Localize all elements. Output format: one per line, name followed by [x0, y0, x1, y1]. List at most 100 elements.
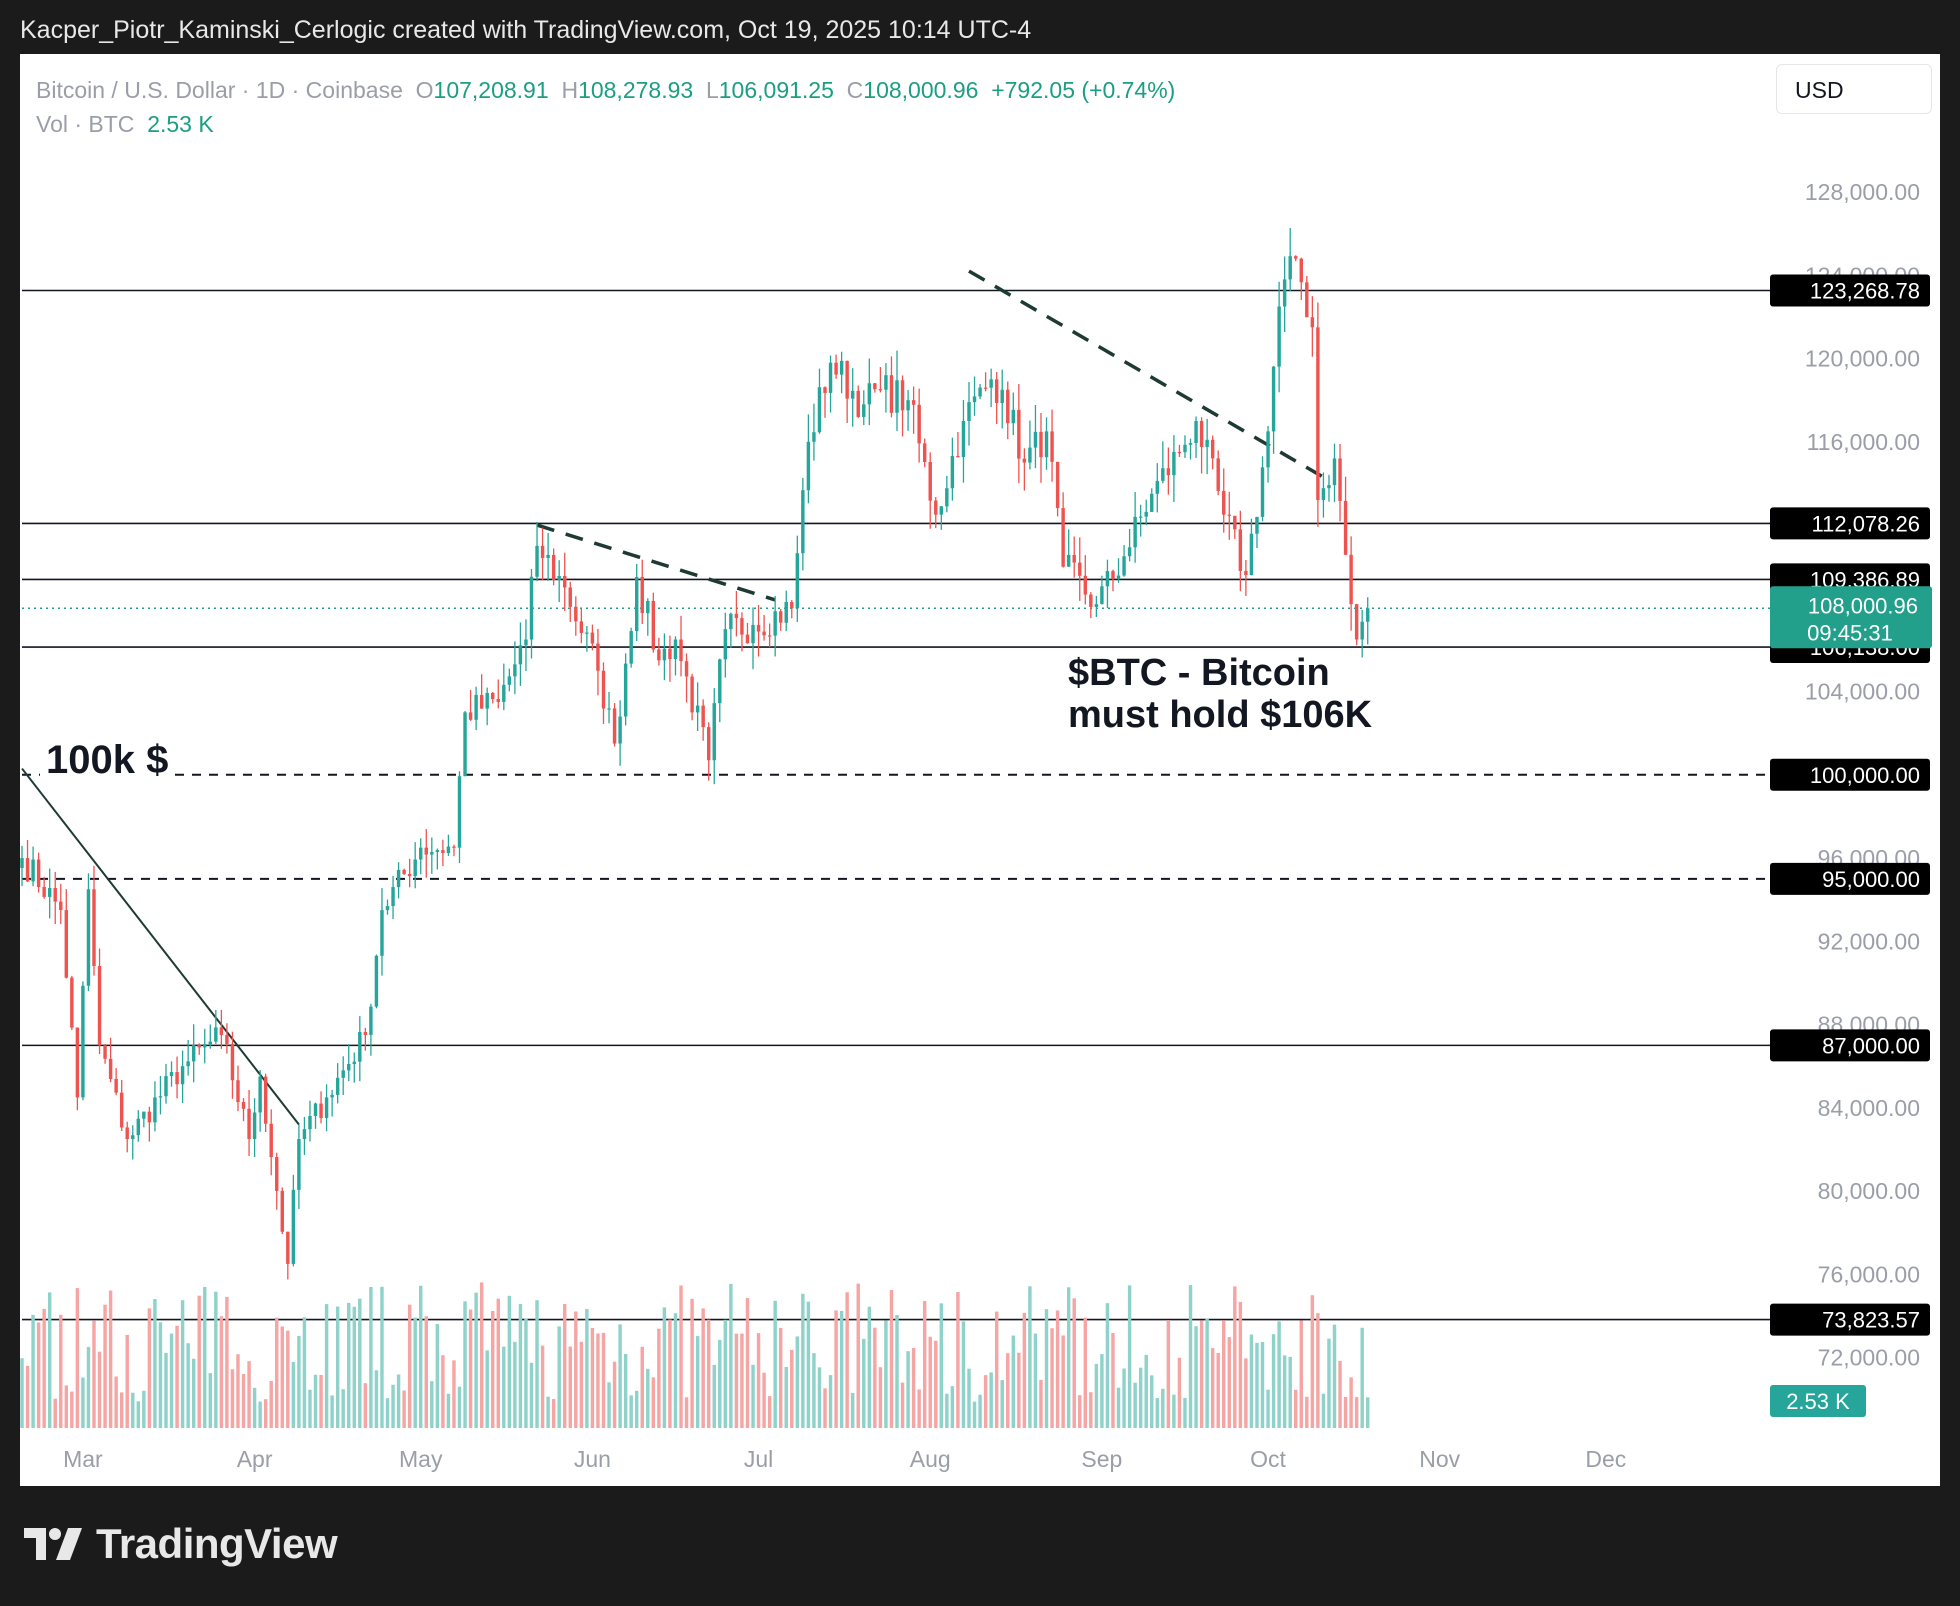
candle-body — [214, 1027, 218, 1042]
candle — [70, 975, 74, 1030]
candle — [1033, 404, 1038, 469]
candle — [1238, 510, 1243, 592]
volume-bar — [673, 1313, 678, 1428]
candle — [668, 635, 672, 682]
volume-bar — [1127, 1285, 1132, 1428]
volume-bar — [36, 1322, 41, 1428]
symbol-legend: Bitcoin / U.S. Dollar · 1D · Coinbase O1… — [36, 77, 1175, 104]
candle — [59, 883, 63, 925]
level-price-tag: 95,000.00 — [1770, 862, 1930, 895]
candle — [502, 663, 506, 711]
candle-body — [20, 858, 24, 869]
candle — [568, 581, 572, 622]
candle-body — [1028, 447, 1032, 463]
volume-bar — [640, 1346, 644, 1428]
candle-body — [673, 639, 678, 660]
candle-body — [280, 1190, 285, 1232]
volume-bar — [1044, 1309, 1049, 1428]
volume-bar — [1155, 1398, 1160, 1428]
volume-bar — [308, 1389, 312, 1428]
candle-body — [906, 400, 910, 411]
candle — [269, 1109, 273, 1176]
candle-body — [1332, 458, 1337, 486]
candle-body — [1244, 570, 1248, 575]
candle-body — [1260, 467, 1265, 517]
volume-bar — [302, 1317, 307, 1428]
candle — [313, 1102, 318, 1129]
volume-bar — [1222, 1320, 1226, 1428]
candle — [108, 1037, 113, 1083]
volume-bar — [236, 1354, 240, 1428]
volume-bar — [917, 1389, 921, 1428]
candle — [895, 350, 899, 431]
volume-bar — [1205, 1318, 1209, 1428]
candle — [673, 636, 678, 676]
candle-body — [219, 1027, 224, 1035]
candle-body — [690, 676, 694, 713]
level-tag-bg — [1770, 758, 1930, 791]
volume-bar — [313, 1374, 318, 1428]
candle-body — [64, 910, 69, 978]
volume-bar — [1083, 1317, 1088, 1428]
volume-bar — [784, 1366, 788, 1428]
volume-bar — [1288, 1356, 1292, 1428]
candle-body — [1266, 431, 1270, 468]
candle — [474, 686, 478, 731]
x-tick-label: May — [399, 1446, 443, 1472]
volume-bar — [175, 1325, 179, 1428]
candle — [81, 981, 85, 1101]
candle-body — [402, 869, 406, 874]
y-tick-label: 92,000.00 — [1818, 928, 1920, 954]
candle — [1006, 381, 1010, 440]
volume-bar — [634, 1390, 639, 1428]
candle — [275, 1152, 279, 1210]
candle — [867, 358, 872, 426]
candle-body — [895, 380, 899, 413]
volume-bar — [114, 1376, 118, 1428]
volume-bar — [1094, 1363, 1099, 1428]
candle-body — [529, 576, 534, 640]
volume-bar — [463, 1301, 467, 1428]
volume-bar — [47, 1292, 52, 1428]
candle — [945, 475, 949, 513]
candle-body — [114, 1078, 118, 1093]
candle — [546, 532, 550, 581]
candle-body — [186, 1061, 190, 1067]
tradingview-logo[interactable]: TradingView — [24, 1520, 338, 1568]
volume-bar — [1055, 1310, 1060, 1428]
volume-bar — [164, 1352, 168, 1428]
volume-tag-bg — [1770, 1385, 1866, 1417]
candle-body — [391, 887, 395, 907]
candle — [1061, 492, 1065, 568]
candle — [839, 351, 844, 394]
candle — [928, 452, 932, 529]
candle — [1216, 450, 1220, 496]
candle-body — [108, 1058, 113, 1079]
candle-body — [1122, 556, 1126, 576]
candle-body — [1150, 493, 1154, 512]
candle-body — [1271, 366, 1276, 432]
volume-bar — [280, 1326, 285, 1428]
volume-bar — [374, 1370, 379, 1428]
volume-bar — [740, 1333, 744, 1428]
y-tick-label: 80,000.00 — [1818, 1178, 1920, 1204]
candle-body — [1011, 409, 1016, 424]
candle — [402, 868, 406, 875]
level-price-tag: 73,823.57 — [1770, 1303, 1930, 1336]
volume-bar — [153, 1299, 157, 1428]
current-price-label: 108,000.96 — [1808, 593, 1918, 618]
volume-bar — [529, 1362, 534, 1428]
candle-body — [313, 1103, 318, 1117]
candle — [1144, 499, 1148, 526]
currency-button[interactable]: USD — [1776, 64, 1932, 114]
volume-bar — [169, 1333, 174, 1428]
candle — [352, 1052, 356, 1083]
candle — [1305, 276, 1309, 318]
volume-bar — [197, 1295, 201, 1428]
candle — [934, 496, 938, 529]
candle-body — [446, 846, 451, 854]
volume-bar — [900, 1382, 905, 1428]
candle-body — [1343, 500, 1348, 555]
candle-body — [335, 1077, 340, 1095]
